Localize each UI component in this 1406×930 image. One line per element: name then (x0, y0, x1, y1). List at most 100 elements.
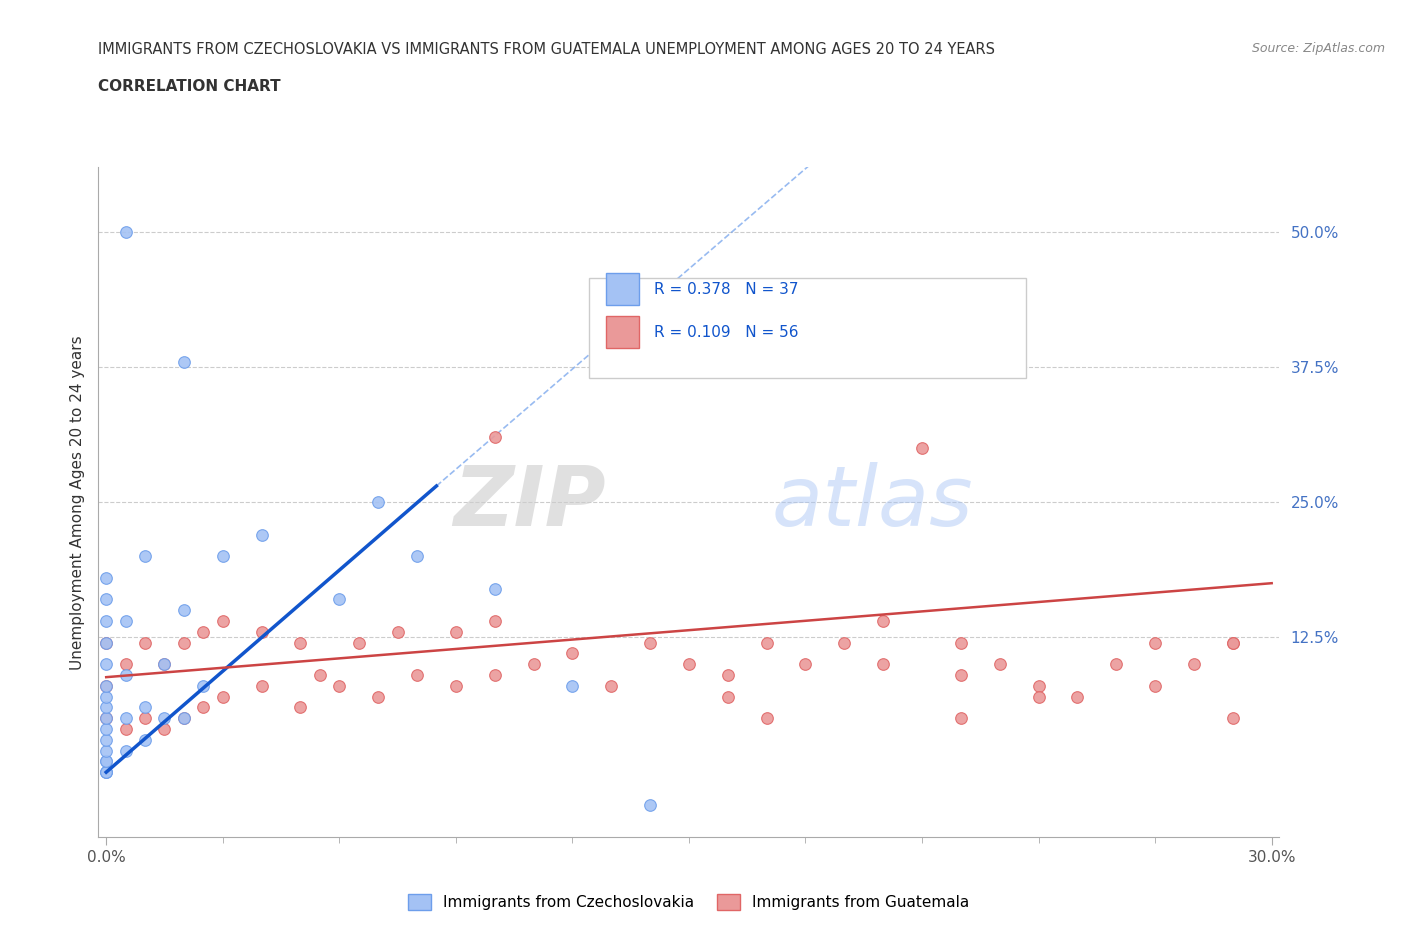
Point (755, 711, 778, 725)
Point (444, 678, 467, 693)
Point (173, 711, 195, 725)
Point (211, 549, 233, 564)
Point (96, 711, 118, 725)
Point (561, 646, 583, 661)
Text: R = 0.109   N = 56: R = 0.109 N = 56 (654, 326, 799, 340)
Point (96, 635, 118, 650)
Point (250, 527, 273, 542)
Point (872, 657, 894, 671)
Point (96, 592, 118, 607)
Point (794, 657, 817, 671)
FancyBboxPatch shape (606, 316, 640, 348)
Point (834, 635, 856, 650)
Point (484, 581, 506, 596)
Point (1028, 689, 1050, 704)
Point (387, 624, 409, 639)
Point (444, 624, 467, 639)
Point (96, 722, 118, 737)
Point (367, 495, 389, 510)
Point (1222, 711, 1244, 725)
Point (328, 592, 350, 607)
Point (290, 635, 312, 650)
Text: ZIP: ZIP (454, 461, 606, 543)
Point (96, 657, 118, 671)
Point (211, 689, 233, 704)
Point (250, 678, 273, 693)
Point (173, 603, 195, 618)
Point (1028, 678, 1050, 693)
Point (173, 635, 195, 650)
Point (96, 711, 118, 725)
Point (193, 678, 215, 693)
Text: IMMIGRANTS FROM CZECHOSLOVAKIA VS IMMIGRANTS FROM GUATEMALA UNEMPLOYMENT AMONG A: IMMIGRANTS FROM CZECHOSLOVAKIA VS IMMIGR… (98, 42, 995, 57)
Point (367, 689, 389, 704)
Point (153, 711, 176, 725)
Point (134, 700, 156, 715)
Point (134, 635, 156, 650)
Text: R = 0.378   N = 37: R = 0.378 N = 37 (654, 282, 799, 297)
Point (96, 678, 118, 693)
Point (96, 570, 118, 585)
Point (1222, 635, 1244, 650)
Point (1222, 635, 1244, 650)
Point (173, 354, 195, 369)
Point (114, 657, 136, 671)
Point (328, 678, 350, 693)
Text: Source: ZipAtlas.com: Source: ZipAtlas.com (1251, 42, 1385, 55)
Point (717, 689, 740, 704)
Point (347, 635, 370, 650)
Y-axis label: Unemployment Among Ages 20 to 24 years: Unemployment Among Ages 20 to 24 years (69, 335, 84, 670)
Point (96, 678, 118, 693)
Point (153, 722, 176, 737)
Point (484, 430, 506, 445)
Point (211, 614, 233, 629)
Text: atlas: atlas (772, 461, 973, 543)
Point (600, 678, 623, 693)
Point (988, 657, 1011, 671)
Point (96, 614, 118, 629)
Point (949, 711, 972, 725)
Point (1144, 635, 1167, 650)
Point (114, 711, 136, 725)
Point (949, 635, 972, 650)
Point (134, 711, 156, 725)
Point (96, 754, 118, 769)
Point (114, 614, 136, 629)
Point (1144, 678, 1167, 693)
Point (1066, 689, 1088, 704)
Point (309, 668, 332, 683)
Point (173, 711, 195, 725)
Point (134, 732, 156, 747)
Point (114, 743, 136, 758)
Point (250, 624, 273, 639)
Point (484, 614, 506, 629)
FancyBboxPatch shape (589, 278, 1025, 379)
Point (406, 549, 429, 564)
Point (193, 624, 215, 639)
Point (96, 764, 118, 779)
Point (484, 668, 506, 683)
Point (561, 678, 583, 693)
Text: CORRELATION CHART: CORRELATION CHART (98, 79, 281, 94)
Point (290, 700, 312, 715)
Point (153, 657, 176, 671)
Point (911, 441, 934, 456)
Point (717, 668, 740, 683)
Point (114, 722, 136, 737)
Point (522, 657, 544, 671)
Point (114, 225, 136, 240)
Point (134, 549, 156, 564)
Point (949, 668, 972, 683)
Point (1105, 657, 1128, 671)
FancyBboxPatch shape (606, 272, 640, 305)
Point (872, 614, 894, 629)
Point (755, 635, 778, 650)
Point (193, 700, 215, 715)
Point (96, 635, 118, 650)
Point (96, 764, 118, 779)
Point (1182, 657, 1205, 671)
Point (678, 657, 700, 671)
Point (96, 700, 118, 715)
Point (96, 754, 118, 769)
Point (114, 668, 136, 683)
